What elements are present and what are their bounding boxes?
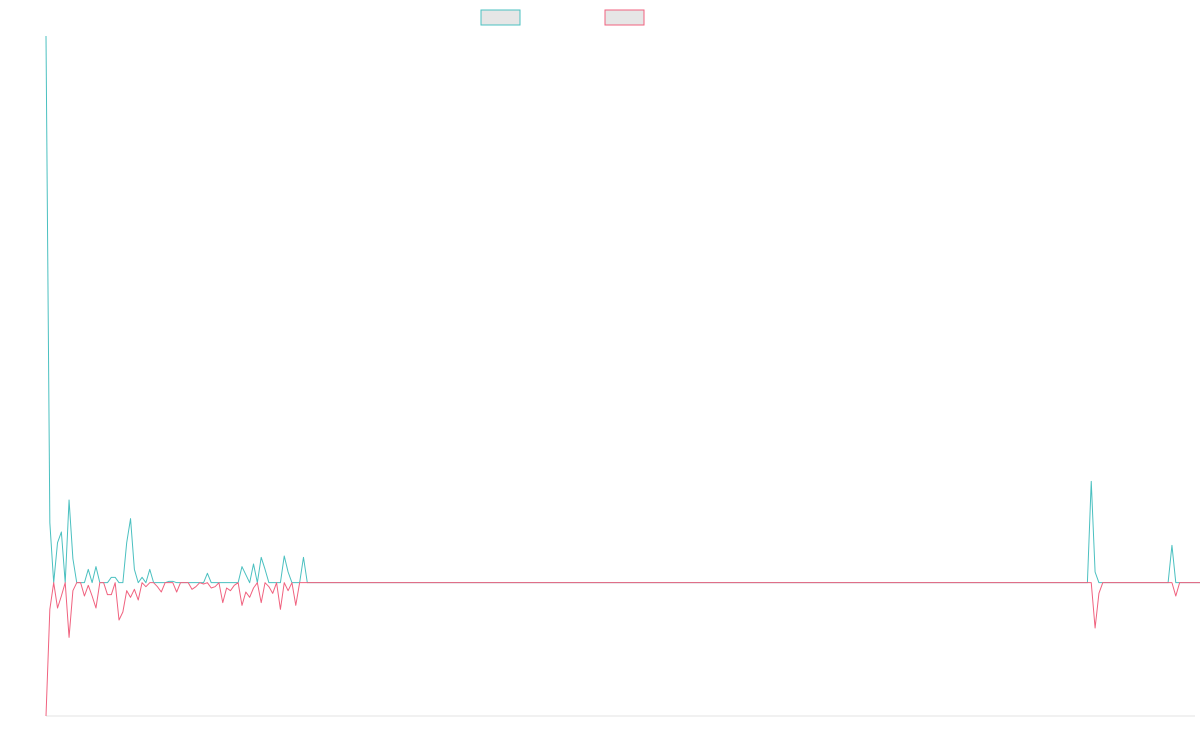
plot-area — [45, 35, 1200, 717]
series-line-1 — [45, 35, 1200, 584]
legend-swatch-series-1[interactable] — [480, 9, 521, 26]
legend-swatch-series-2[interactable] — [604, 9, 645, 26]
legend — [480, 9, 645, 26]
series-line-2 — [45, 582, 1200, 717]
series-layer — [45, 35, 1200, 717]
